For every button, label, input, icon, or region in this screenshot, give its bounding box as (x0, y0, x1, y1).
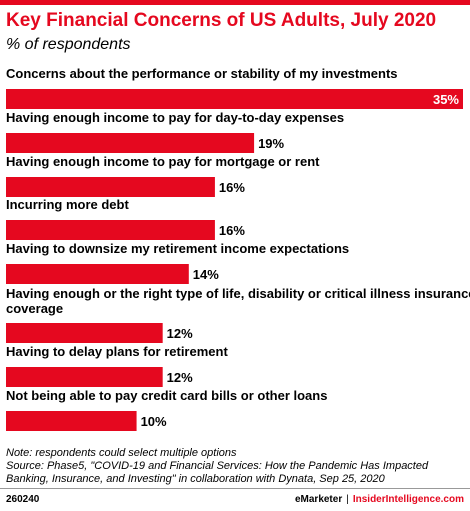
bar (6, 367, 163, 387)
brand-insider-intelligence: InsiderIntelligence.com (352, 494, 464, 505)
source-text-line-1: Source: Phase5, "COVID-19 and Financial … (6, 460, 429, 472)
value-label: 10% (141, 414, 167, 429)
value-label: 14% (193, 267, 219, 282)
category-label: Not being able to pay credit card bills … (6, 388, 327, 403)
bar (6, 411, 137, 431)
bar (6, 264, 189, 284)
bar (6, 323, 163, 343)
brand-separator: | (346, 494, 349, 505)
category-label: coverage (6, 301, 63, 316)
note-text: Note: respondents could select multiple … (6, 447, 237, 459)
bar (6, 133, 255, 153)
value-label: 35% (433, 92, 459, 107)
category-label: Having to delay plans for retirement (6, 344, 228, 359)
value-label: 16% (219, 223, 245, 238)
footer-brand: eMarketer | InsiderIntelligence.com (295, 494, 464, 505)
source-text-line-2: Banking, Insurance, and Investing" in co… (6, 473, 385, 485)
category-label: Having enough income to pay for mortgage… (6, 154, 320, 169)
category-label: Having enough or the right type of life,… (6, 286, 470, 301)
chart-subtitle: % of respondents (6, 36, 131, 53)
notes-block: Note: respondents could select multiple … (6, 447, 466, 486)
footer-divider (0, 488, 470, 489)
value-label: 19% (258, 136, 284, 151)
value-label: 12% (167, 326, 193, 341)
top-accent-rule (0, 0, 470, 5)
value-label: 12% (167, 370, 193, 385)
category-label: Having enough income to pay for day-to-d… (6, 110, 344, 125)
brand-emarketer: eMarketer (294, 494, 343, 505)
category-label: Concerns about the performance or stabil… (6, 66, 398, 81)
bar (6, 89, 463, 109)
chart-id: 260240 (6, 494, 40, 505)
category-label: Having to downsize my retirement income … (6, 241, 349, 256)
category-label: Incurring more debt (6, 197, 129, 212)
bar (6, 177, 215, 197)
value-label: 16% (219, 180, 245, 195)
bar (6, 220, 215, 240)
chart-title: Key Financial Concerns of US Adults, Jul… (6, 10, 437, 31)
